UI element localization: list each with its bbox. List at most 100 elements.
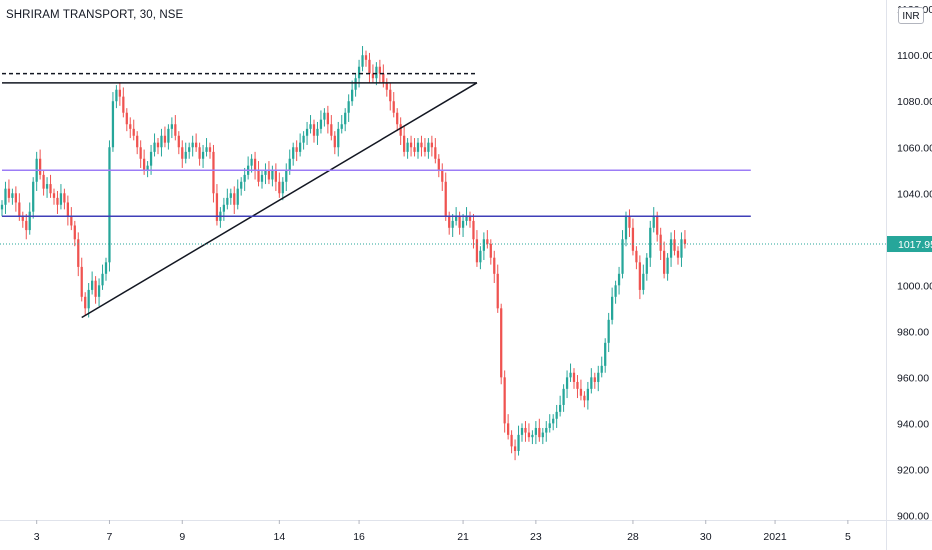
candle-body — [357, 66, 361, 79]
candle-body — [274, 170, 277, 182]
candle-body — [115, 89, 118, 102]
candle-body — [56, 197, 59, 205]
ascending-trendline[interactable] — [81, 82, 478, 319]
time-tick-label: 23 — [530, 531, 542, 543]
candle-body — [118, 89, 121, 97]
candle-body — [208, 147, 212, 152]
candle-body — [378, 66, 381, 74]
candle-body — [541, 432, 544, 438]
candle-body — [160, 135, 163, 148]
candle-body — [271, 170, 274, 180]
currency-button[interactable]: INR — [898, 7, 924, 24]
candle-body — [337, 128, 340, 148]
candle-body — [198, 147, 201, 159]
candle-body — [364, 55, 368, 60]
candle-body — [496, 273, 499, 309]
candle-body — [108, 147, 111, 263]
price-tick-label: 900.00 — [897, 510, 929, 522]
candle-body — [420, 142, 423, 148]
candle-body — [448, 216, 451, 228]
candle-body — [565, 377, 569, 389]
candle-body — [143, 158, 146, 171]
candle-body — [125, 112, 128, 125]
candle-body — [14, 193, 17, 203]
candle-body — [624, 216, 628, 240]
candle-body — [409, 142, 413, 148]
time-tick-label: 9 — [179, 531, 185, 543]
candle-body — [455, 216, 458, 221]
candle-body — [604, 342, 607, 366]
candle-body — [132, 128, 135, 136]
time-tick-label: 14 — [273, 531, 285, 543]
candle-body — [39, 158, 42, 175]
candle-body — [531, 434, 534, 438]
candle-body — [371, 73, 375, 79]
candle-body — [215, 193, 219, 221]
time-tick-label: 5 — [845, 531, 851, 543]
candle-body — [403, 135, 406, 152]
candle-body — [312, 124, 316, 136]
candle-body — [149, 151, 153, 166]
candle-body — [66, 202, 69, 217]
candle-body — [91, 280, 94, 290]
candle-body — [493, 257, 496, 274]
candle-body — [458, 216, 461, 228]
candle-body — [635, 250, 638, 263]
candle-body — [184, 151, 187, 159]
candle-body — [680, 239, 683, 258]
candle-body — [621, 239, 624, 274]
candle-body — [396, 112, 399, 125]
candle-body — [333, 135, 336, 148]
candle-body — [520, 427, 524, 435]
candle-body — [617, 273, 621, 286]
candle-body — [281, 181, 284, 194]
candle-body — [652, 216, 655, 228]
candle-body — [295, 147, 298, 152]
candle-body — [229, 193, 232, 198]
candle-body — [188, 147, 191, 152]
candle-body — [257, 170, 260, 182]
candle-body — [49, 184, 52, 194]
time-tick-label: 21 — [457, 531, 469, 543]
candle-body — [70, 216, 73, 226]
candle-body — [347, 101, 350, 113]
candle-body — [205, 147, 208, 152]
candle-body — [389, 89, 392, 102]
candle-body — [669, 239, 673, 258]
candle-body — [351, 89, 354, 102]
candle-body — [659, 234, 662, 251]
candle-body — [101, 273, 104, 286]
candle-body — [32, 181, 35, 212]
candle-body — [4, 188, 7, 205]
candle-body — [240, 181, 243, 189]
candle-body — [413, 147, 416, 152]
candle-body — [146, 165, 149, 171]
price-tick-label: 1000.00 — [897, 280, 932, 292]
candle-body — [139, 147, 142, 159]
candle-body — [174, 124, 177, 136]
candle-body — [507, 423, 510, 435]
candle-body — [673, 239, 676, 251]
candle-body — [340, 124, 343, 129]
candle-body — [267, 170, 271, 180]
candle-body — [434, 147, 437, 159]
candle-body — [111, 101, 115, 148]
candle-body — [611, 296, 614, 320]
candle-body — [593, 377, 596, 382]
candle-body — [534, 427, 537, 435]
candle-body — [302, 135, 305, 143]
candle-body — [513, 446, 517, 451]
candle-body — [489, 243, 492, 258]
candle-body — [451, 220, 454, 228]
candle-body — [656, 216, 659, 235]
candle-body — [177, 135, 180, 148]
candle-body — [638, 262, 641, 290]
candle-body — [441, 170, 444, 182]
candle-body — [416, 142, 420, 152]
candle-body — [555, 411, 558, 419]
price-tick-label: 920.00 — [897, 464, 929, 476]
time-tick-label: 16 — [353, 531, 365, 543]
time-tick-label: 3 — [34, 531, 40, 543]
time-tick-label: 7 — [107, 531, 113, 543]
